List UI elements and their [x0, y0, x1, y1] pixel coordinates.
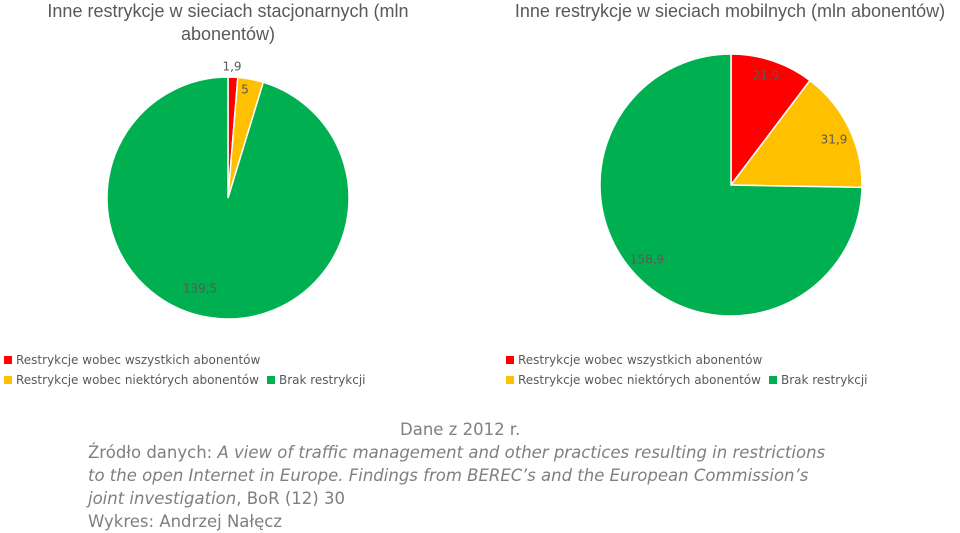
legend-item: Restrykcje wobec niektórych abonentów: [506, 373, 761, 387]
author-note: Wykres: Andrzej Nałęcz: [88, 512, 282, 531]
legend: Restrykcje wobec wszystkich abonentów Res…: [506, 353, 960, 387]
pie-slice: [729, 79, 863, 189]
legend-label: Restrykcje wobec niektórych abonentów: [16, 373, 259, 387]
pies: 1,95 139,5 21,9 31,9 158,9: [106, 53, 863, 320]
data-label: 158,9: [630, 253, 664, 267]
chart-title: Inne restrykcje w sieciach stacjonarnych…: [47, 1, 409, 44]
legend-label: Brak restrykcji: [278, 373, 366, 387]
data-label: 1,9: [222, 60, 241, 74]
data-label: 5: [241, 83, 249, 97]
legend-item: Brak restrykcji: [768, 373, 868, 387]
legend-swatch: [4, 356, 12, 364]
data-label: 139,5: [183, 282, 217, 296]
legend-label: Brak restrykcji: [780, 373, 868, 387]
legend-swatch: [506, 376, 514, 384]
legend: Restrykcje wobec wszystkich abonentów Res…: [4, 353, 474, 387]
source-title: A view of traffic management and other p…: [88, 443, 826, 508]
legend-label: Restrykcje wobec wszystkich abonentów: [16, 353, 261, 367]
legend-item: Restrykcje wobec wszystkich abonentów: [4, 353, 260, 367]
notes: Dane z 2012 r. Źródło danych: A view of …: [88, 418, 828, 533]
legend-item: Restrykcje wobec niektórych abonentów: [4, 373, 259, 387]
data-label: 21,9: [753, 69, 780, 83]
chart-title: Inne restrykcje w sieciach mobilnych (ml…: [514, 1, 946, 21]
legend-swatch: [4, 376, 12, 384]
pie-slice: [106, 76, 350, 320]
pie-slice: [599, 53, 863, 317]
legend-swatch: [506, 356, 514, 364]
source-suffix: , BoR (12) 30: [236, 489, 345, 508]
legend-item: Brak restrykcji: [266, 373, 366, 387]
legend-swatch: [266, 376, 275, 384]
pie-slice: [730, 53, 812, 188]
date-note: Dane z 2012 r.: [400, 420, 521, 439]
legend-label: Restrykcje wobec wszystkich abonentów: [518, 353, 763, 367]
data-label: 31,9: [821, 133, 848, 147]
source-note: Źródło danych: A view of traffic managem…: [88, 441, 828, 510]
legend-item: Restrykcje wobec wszystkich abonentów: [506, 353, 762, 367]
source-prefix: Źródło danych:: [88, 443, 218, 462]
legend-label: Restrykcje wobec niektórych abonentów: [518, 373, 761, 387]
legend-swatch: [768, 376, 777, 384]
